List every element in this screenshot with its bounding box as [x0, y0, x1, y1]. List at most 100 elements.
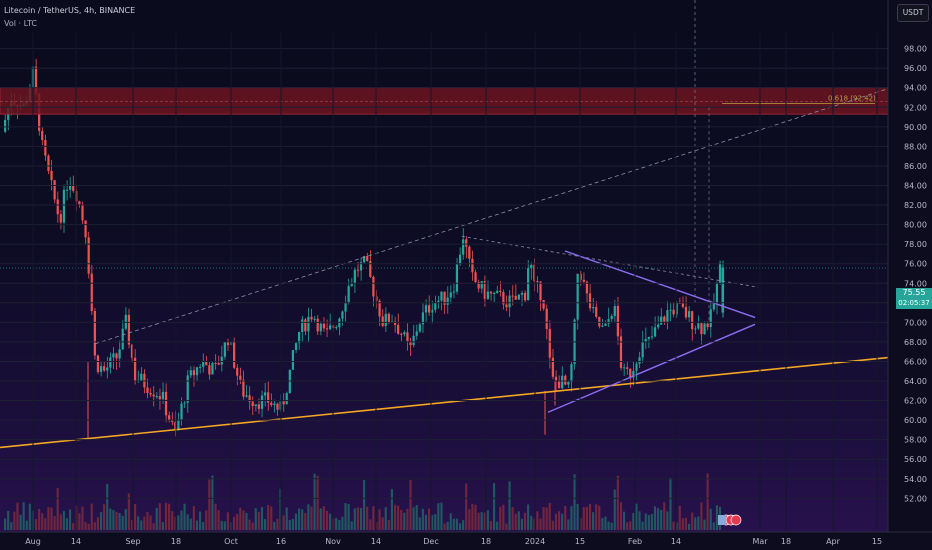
volume-bar: [409, 479, 412, 530]
volume-bar: [523, 512, 527, 530]
candle-body: [140, 373, 143, 381]
volume-bar: [446, 521, 449, 530]
candle-body: [319, 323, 322, 332]
candle-body: [638, 357, 641, 364]
currency-button[interactable]: USDT: [897, 4, 929, 22]
volume-bar: [545, 507, 548, 530]
price-tick-label: 66.00: [904, 357, 927, 366]
candle-body: [647, 336, 650, 339]
volume-bar: [406, 508, 409, 530]
volume-bar: [298, 508, 301, 530]
volume-bar: [412, 507, 415, 530]
volume-bar: [557, 511, 561, 530]
candle-body: [245, 395, 248, 397]
volume-bar: [325, 510, 329, 530]
candle-body: [415, 331, 418, 336]
volume-bar: [604, 516, 607, 530]
candle-body: [152, 394, 155, 397]
volume-bar: [183, 503, 186, 530]
candle-body: [660, 316, 663, 325]
upper-dashed-trendline: [94, 88, 889, 345]
volume-bar: [65, 518, 69, 530]
candle-body: [697, 323, 700, 329]
volume-bar: [328, 513, 332, 530]
candle-body: [214, 362, 217, 364]
candle-body: [570, 364, 573, 382]
candle-body: [72, 185, 75, 191]
candle-body: [363, 256, 366, 263]
volume-bar: [434, 514, 437, 530]
candle-body: [424, 305, 428, 313]
candle-body: [313, 318, 316, 320]
candle-body: [47, 155, 50, 171]
time-tick-label: 15: [872, 537, 882, 546]
price-tick-label: 52.00: [904, 494, 927, 503]
candle-body: [341, 311, 344, 319]
candle-body: [366, 256, 369, 262]
last-price-value: 75.55: [902, 288, 926, 297]
candle-body: [270, 402, 273, 406]
candle-body: [84, 220, 87, 238]
volume-bar: [474, 504, 477, 530]
candle-body: [149, 393, 152, 395]
volume-bar: [595, 504, 598, 530]
volume-bar: [669, 477, 672, 530]
volume-bar: [675, 522, 678, 530]
volume-bar: [384, 507, 387, 530]
time-tick-label: 2024: [525, 537, 545, 546]
candle-body: [208, 365, 211, 375]
candle-body: [41, 130, 44, 140]
volume-bar: [316, 475, 319, 530]
candle-body: [607, 319, 610, 324]
volume-bar: [267, 504, 270, 530]
candle-body: [304, 319, 307, 332]
volume-bar: [427, 508, 431, 530]
candle-body: [554, 376, 558, 381]
volume-bar: [437, 503, 440, 530]
volume-bar: [511, 507, 514, 530]
price-tick-label: 74.00: [904, 279, 927, 288]
candle-body: [103, 366, 106, 371]
candle-body: [721, 267, 725, 313]
volume-bar: [168, 503, 171, 530]
time-tick-label: Mar: [752, 537, 768, 546]
time-tick-label: Nov: [325, 537, 341, 546]
volume-bar: [353, 508, 356, 530]
candle-body: [106, 367, 109, 371]
volume-bar: [372, 506, 375, 530]
candle-body: [706, 323, 709, 328]
volume-bar: [387, 520, 390, 530]
volume-bar: [50, 507, 53, 530]
volume-bar: [496, 521, 499, 530]
candle-body: [545, 308, 548, 330]
candle-body: [635, 363, 638, 371]
candle-body: [248, 395, 251, 402]
candle-body: [400, 333, 403, 335]
candle-body: [257, 404, 261, 409]
volume-bar: [202, 521, 205, 530]
candle-body: [542, 300, 545, 309]
candle-body: [616, 306, 620, 337]
candle-body: [406, 332, 409, 342]
volume-bar: [712, 522, 715, 530]
volume-bar: [480, 512, 483, 530]
volume-bar: [536, 511, 539, 530]
volume-bar: [260, 507, 264, 530]
time-tick-label: 18: [171, 537, 181, 546]
candle-body: [431, 309, 434, 313]
volume-bar: [310, 506, 313, 530]
volume-bar: [294, 513, 298, 530]
price-tick-label: 84.00: [904, 181, 927, 190]
volume-bar: [335, 517, 338, 530]
volume-bar: [626, 522, 629, 530]
volume-bar: [520, 518, 524, 530]
volume-bar: [601, 518, 604, 530]
candle-body: [65, 189, 69, 191]
candle-body: [548, 329, 551, 358]
volume-bar: [236, 513, 239, 530]
candle-body: [691, 311, 694, 330]
volume-bar: [632, 513, 635, 530]
volume-bar: [118, 512, 121, 530]
